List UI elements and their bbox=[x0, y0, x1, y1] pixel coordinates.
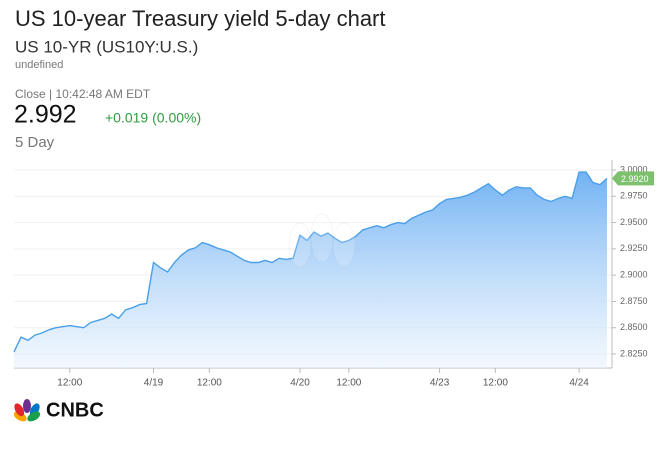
current-tag bbox=[612, 171, 654, 186]
x-tick-label: 12:00 bbox=[57, 378, 82, 389]
title: US 10-year Treasury yield 5-day chart bbox=[15, 6, 386, 31]
line bbox=[13, 171, 608, 353]
watermark bbox=[288, 213, 356, 268]
x-tick-label: 12:00 bbox=[197, 378, 222, 389]
y-tick-label: 2.8750 bbox=[620, 296, 648, 306]
x-tick-label: 4/19 bbox=[144, 378, 164, 389]
x-tick-label: 12:00 bbox=[483, 378, 508, 389]
note: undefined bbox=[15, 59, 63, 71]
y-tick-label: 2.9750 bbox=[620, 191, 648, 201]
x-tick-label: 4/23 bbox=[430, 378, 450, 389]
y-tick-label: 2.9000 bbox=[620, 270, 648, 280]
symbol: US 10-YR (US10Y:U.S.) bbox=[15, 37, 198, 56]
y-tick-label: 2.9500 bbox=[620, 217, 648, 227]
logo-icon bbox=[13, 399, 41, 422]
current-label: 2.9920 bbox=[621, 174, 649, 184]
y-tick-label: 2.8500 bbox=[620, 322, 648, 332]
x-tick-label: 12:00 bbox=[336, 378, 361, 389]
price: 2.992 bbox=[14, 101, 77, 129]
x-tick-label: 4/24 bbox=[569, 378, 589, 389]
change: +0.019 (0.00%) bbox=[105, 110, 201, 126]
area bbox=[14, 172, 607, 368]
logo: CNBC bbox=[46, 399, 104, 421]
close-time: Close | 10:42:48 AM EDT bbox=[15, 87, 151, 101]
y-tick-label: 2.8250 bbox=[620, 348, 648, 358]
y-tick-label: 2.9250 bbox=[620, 243, 648, 253]
range: 5 Day bbox=[15, 134, 55, 151]
plot: 2.8250 2.8500 2.8750 2.9000 2.9250 2.9500 2.97… bbox=[13, 160, 654, 389]
y-tick-label: 3.0000 bbox=[620, 164, 648, 174]
x-tick-label: 4/20 bbox=[290, 378, 310, 389]
